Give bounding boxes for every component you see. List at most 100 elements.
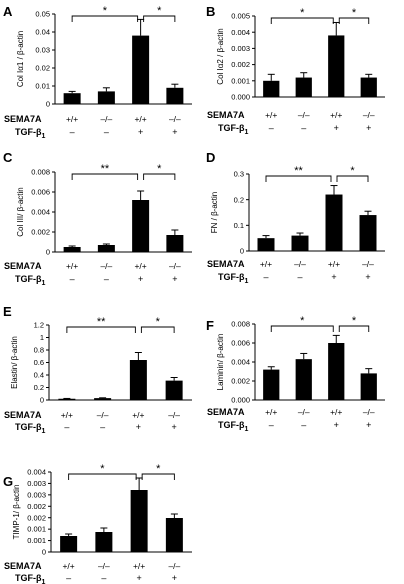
significance-label: * <box>352 7 357 19</box>
y-tick-label: 0.000 <box>231 396 250 405</box>
genotype-label: –/– <box>98 561 110 571</box>
bar <box>295 77 312 97</box>
treatment-label: + <box>138 127 143 137</box>
bar <box>328 35 345 97</box>
genotype-label: –/– <box>169 114 181 124</box>
treatment-row-label-subscript: 1 <box>245 129 249 136</box>
treatment-label: + <box>366 420 371 430</box>
significance-bracket <box>66 326 136 333</box>
significance-label: ** <box>97 316 106 328</box>
y-axis-label: TIMP-1/ β-actin <box>12 485 21 540</box>
y-tick-label: 1 <box>40 333 44 342</box>
bar <box>328 343 345 400</box>
treatment-row-label-subscript: 1 <box>245 278 249 285</box>
y-tick-label: 1.2 <box>34 321 44 330</box>
y-tick-label: 0 <box>46 100 50 109</box>
y-tick-label: 0.02 <box>35 64 50 73</box>
treatment-row-label-subscript: 1 <box>245 426 249 433</box>
y-tick-label: 0.003 <box>27 479 46 488</box>
y-tick-label: 0.008 <box>231 320 250 329</box>
genotype-label: –/– <box>298 110 310 120</box>
treatment-label: – <box>66 573 71 583</box>
y-tick-label: 0.6 <box>34 358 44 367</box>
y-tick-label: 0.002 <box>231 377 250 386</box>
bar <box>263 80 280 97</box>
significance-bracket <box>270 17 334 24</box>
bar <box>97 91 115 104</box>
genotype-row-label: SEMA7A <box>207 110 245 120</box>
y-tick-label: 0.8 <box>34 346 44 355</box>
significance-bracket <box>140 326 175 333</box>
treatment-row-label: TGF-β1 <box>218 123 249 136</box>
genotype-label: +/+ <box>134 261 146 271</box>
bar <box>263 369 280 400</box>
panel-letter: F <box>206 318 214 333</box>
panel-letter: D <box>206 150 215 165</box>
genotype-label: –/– <box>168 561 180 571</box>
y-axis-label: FN / β-actin <box>210 192 219 234</box>
y-axis-label: Elastin/ β-actin <box>10 336 19 389</box>
treatment-label: – <box>269 420 274 430</box>
bar <box>63 93 81 104</box>
treatment-label: – <box>269 123 274 133</box>
genotype-label: +/+ <box>265 110 277 120</box>
treatment-row-label-subscript: 1 <box>42 280 46 287</box>
y-axis-label: Col Iα2 / β-actin <box>216 28 225 84</box>
y-tick-label: 0.004 <box>231 28 250 37</box>
bar <box>359 215 377 251</box>
y-tick-label: 0.006 <box>31 188 50 197</box>
genotype-label: +/+ <box>61 410 73 420</box>
genotype-label: +/+ <box>330 110 342 120</box>
genotype-label: –/– <box>169 261 181 271</box>
bar <box>257 238 275 251</box>
y-tick-label: 0.004 <box>27 468 46 477</box>
bar <box>360 373 377 400</box>
bar <box>360 77 377 97</box>
genotype-label: +/+ <box>328 259 340 269</box>
genotype-label: –/– <box>363 407 375 417</box>
y-tick-label: 0.002 <box>27 502 46 511</box>
bar <box>166 87 184 104</box>
y-axis-label: Col Iα1 / β-actin <box>16 31 25 87</box>
y-tick-label: 0.1 <box>234 221 244 230</box>
y-tick-label: 0.001 <box>27 525 46 534</box>
bar <box>94 398 112 400</box>
treatment-label: + <box>171 422 176 432</box>
y-tick-label: 0.3 <box>234 170 244 179</box>
bar <box>63 247 81 252</box>
significance-bracket <box>270 325 334 332</box>
y-tick-label: 0.002 <box>31 228 50 237</box>
y-tick-label: 0 <box>40 396 44 405</box>
treatment-label: – <box>301 123 306 133</box>
genotype-row-label: SEMA7A <box>4 114 42 124</box>
treatment-row-label: TGF-β1 <box>218 272 249 285</box>
y-tick-label: 0.005 <box>231 12 250 21</box>
treatment-row-label: TGF-β1 <box>15 573 46 584</box>
genotype-label: –/– <box>97 410 109 420</box>
significance-label: * <box>350 165 355 177</box>
significance-bracket <box>336 175 369 182</box>
panel-c: C Col III/ β-actin 0 0.002 0.004 0.006 0.008 +/… <box>3 150 192 287</box>
genotype-row-label: SEMA7A <box>4 561 42 571</box>
treatment-label: – <box>104 274 109 284</box>
significance-bracket <box>338 17 370 24</box>
treatment-label: + <box>136 422 141 432</box>
significance-label: * <box>156 463 161 475</box>
genotype-label: +/+ <box>260 259 272 269</box>
significance-label: * <box>352 315 357 327</box>
treatment-label: – <box>70 127 75 137</box>
panel-letter: G <box>3 474 13 489</box>
genotype-label: –/– <box>100 114 112 124</box>
treatment-label: – <box>104 127 109 137</box>
treatment-label: + <box>138 274 143 284</box>
bar <box>97 245 115 252</box>
y-tick-label: 0 <box>240 247 244 256</box>
y-tick-label: 0.002 <box>231 60 250 69</box>
y-tick-label: 0.2 <box>34 383 44 392</box>
panel-d: D FN / β-actin 0 0.1 0.2 0.3 +/+ – –/– – +/+ + –/– + S… <box>206 150 385 285</box>
treatment-row-label: TGF-β1 <box>15 127 46 140</box>
significance-bracket <box>338 325 370 332</box>
y-tick-label: 0.002 <box>27 513 46 522</box>
